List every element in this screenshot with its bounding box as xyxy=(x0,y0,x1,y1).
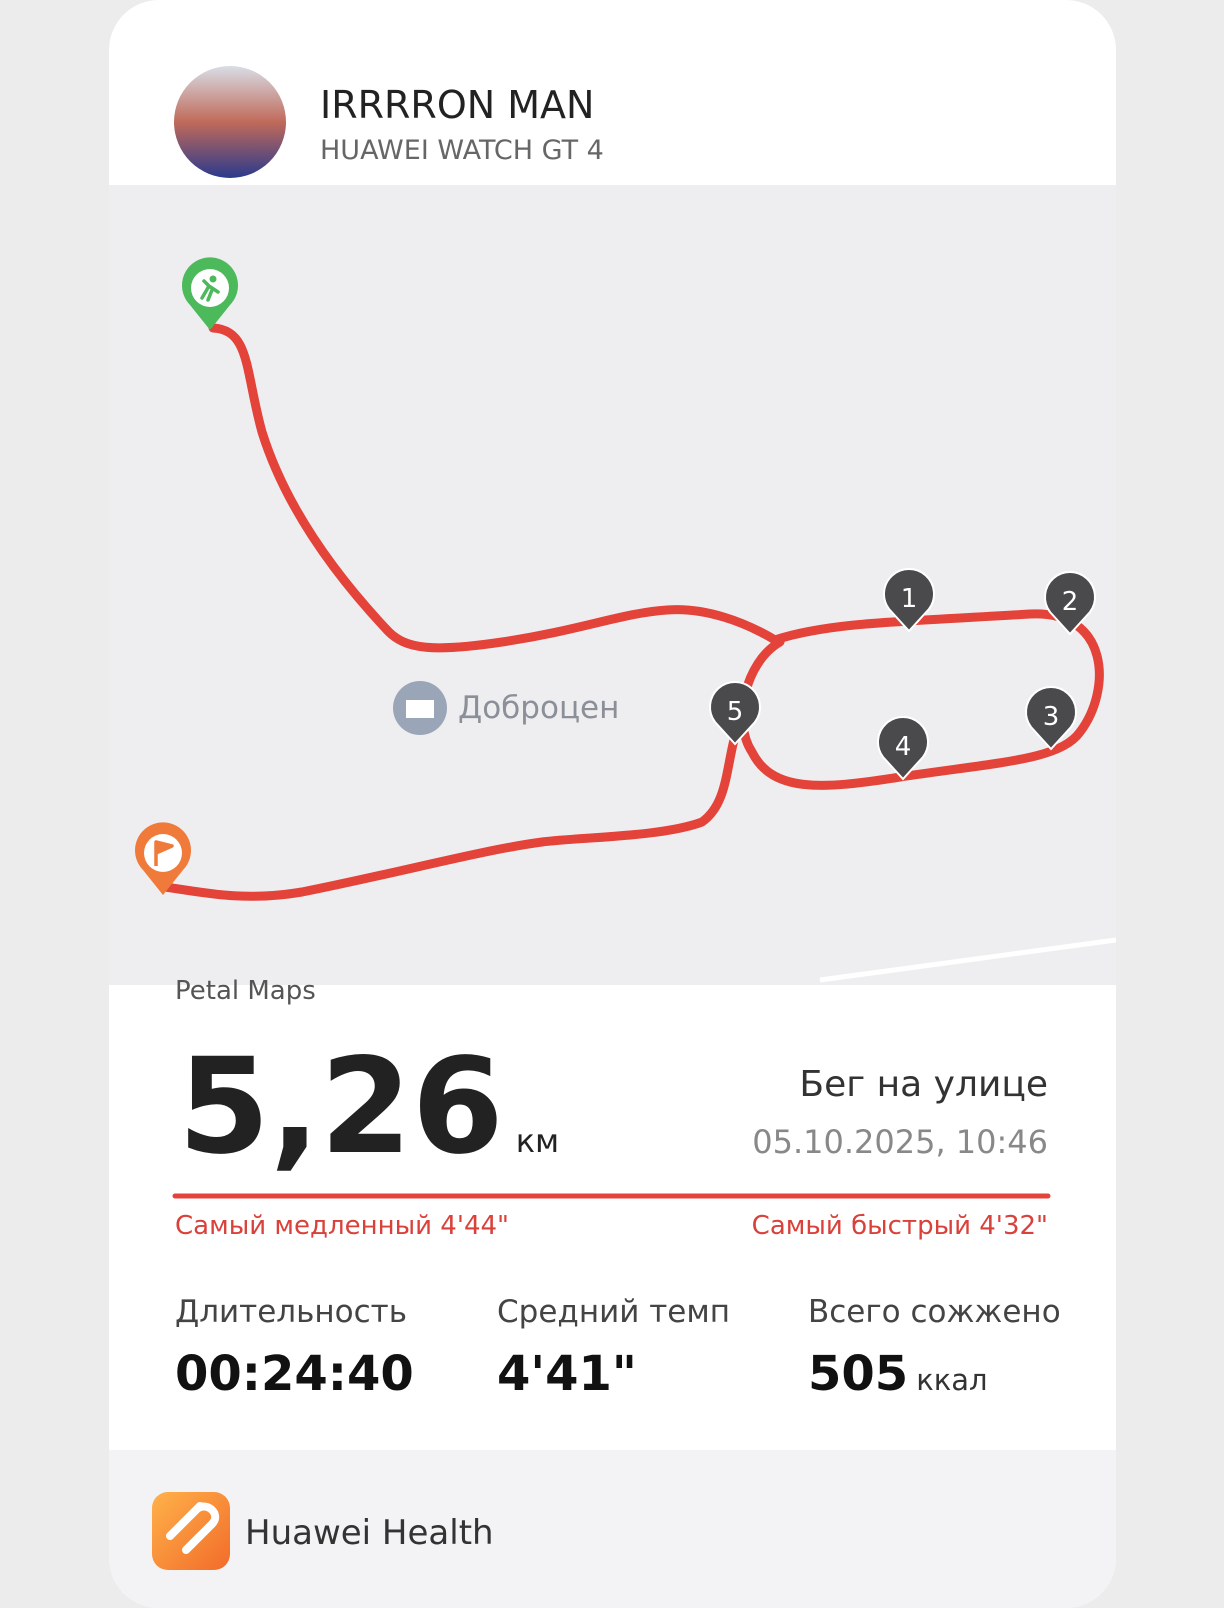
split-marker[interactable]: 4 xyxy=(877,716,929,781)
metric-label: Всего сожжено xyxy=(808,1294,1061,1330)
app-icon-glyph xyxy=(166,1502,220,1554)
metric-label: Средний темп xyxy=(497,1294,730,1330)
device-name: HUAWEI WATCH GT 4 xyxy=(320,135,604,166)
distance: 5,26 xyxy=(178,1030,504,1184)
split-marker[interactable]: 5 xyxy=(709,681,761,746)
map xyxy=(109,185,1116,985)
place-icon-shape xyxy=(406,700,434,718)
split-marker[interactable]: 2 xyxy=(1044,571,1096,636)
footer-bg xyxy=(109,1450,1116,1608)
route xyxy=(160,323,1104,901)
marker-label: 2 xyxy=(1062,587,1079,617)
activity-date: 05.10.2025, 10:46 xyxy=(752,1123,1048,1161)
marker-label: 5 xyxy=(727,697,744,727)
map-attribution: Petal Maps xyxy=(175,976,316,1006)
metric-label: Длительность xyxy=(175,1294,407,1330)
fastest-pace: Самый быстрый 4'32" xyxy=(752,1211,1048,1241)
distance-unit: км xyxy=(516,1122,559,1160)
route-loop xyxy=(738,609,1104,790)
marker-pin xyxy=(709,681,761,746)
place-label: Доброцен xyxy=(458,690,619,726)
metrics: Длительность 00:24:40 Средний темп 4'41" Все… xyxy=(175,1294,1061,1402)
marker-label: 1 xyxy=(901,584,918,614)
activity-type: Бег на улице xyxy=(799,1064,1048,1105)
route-segment xyxy=(160,713,745,901)
marker-pin xyxy=(883,568,935,633)
route-segment xyxy=(208,323,780,653)
finish-pin[interactable] xyxy=(135,822,192,895)
map-road xyxy=(819,937,1116,983)
avatar[interactable] xyxy=(174,66,286,178)
user-name: IRRRRON MAN xyxy=(320,83,594,127)
metric-value: 505 xyxy=(808,1346,908,1402)
split-marker[interactable]: 1 xyxy=(883,568,935,633)
marker-pin xyxy=(1025,686,1077,751)
metric-value: 00:24:40 xyxy=(175,1346,414,1402)
split-markers: 1 2 3 4 5 xyxy=(709,568,1096,781)
metric-value: 4'41" xyxy=(497,1346,637,1402)
marker-label: 4 xyxy=(895,732,912,762)
marker-label: 3 xyxy=(1043,702,1060,732)
app-icon[interactable] xyxy=(152,1492,230,1570)
marker-pin xyxy=(1044,571,1096,636)
split-marker[interactable]: 3 xyxy=(1025,686,1077,751)
marker-pin xyxy=(877,716,929,781)
app-name[interactable]: Huawei Health xyxy=(245,1513,494,1553)
metric-unit: ккал xyxy=(916,1363,987,1397)
start-pin[interactable] xyxy=(181,257,239,330)
slowest-pace: Самый медленный 4'44" xyxy=(175,1211,509,1241)
